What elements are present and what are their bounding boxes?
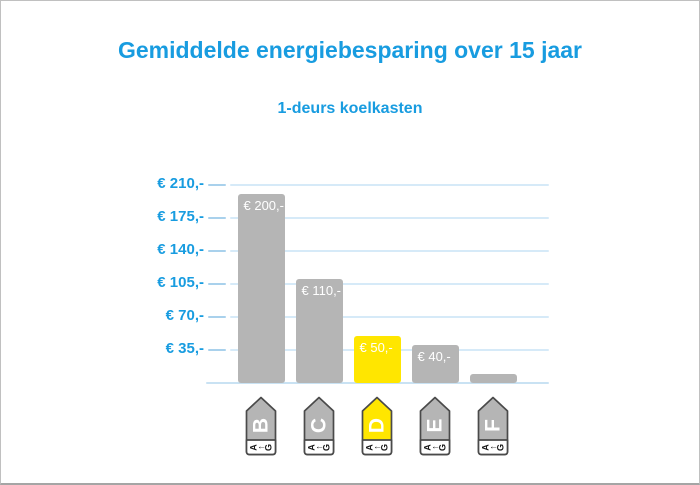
energy-class-letter: B	[250, 418, 273, 433]
energy-scale-band	[245, 439, 277, 456]
y-axis-tick	[208, 250, 226, 252]
y-tick-label: € 105,-	[157, 274, 204, 291]
energy-label-icon-F: F A↑G	[477, 396, 509, 456]
energy-scale-band	[477, 439, 509, 456]
gridline	[230, 184, 549, 186]
gridline	[230, 316, 549, 318]
bar-D: € 50,-	[353, 335, 401, 383]
bar-C: € 110,-	[295, 279, 343, 383]
bar-value-label: € 200,-	[243, 198, 284, 214]
energy-label-icon-E: E A↑G	[419, 396, 451, 456]
scale-letter-glyph: G	[264, 444, 274, 451]
energy-class-letter: F	[482, 419, 505, 432]
energy-label-icon-B: B A↑G	[245, 396, 277, 456]
energy-class-letter: D	[366, 418, 389, 433]
energy-class-letter: E	[424, 418, 447, 432]
scale-letter-glyph: G	[438, 444, 448, 451]
energy-scale-band	[419, 439, 451, 456]
scale-letter-glyph: A	[365, 444, 375, 451]
energy-label-icon-C: C A↑G	[303, 396, 335, 456]
scale-letter-glyph: A	[423, 444, 433, 451]
gridline	[230, 250, 549, 252]
y-tick-label: € 175,-	[157, 208, 204, 225]
y-tick-label: € 140,-	[157, 241, 204, 258]
scale-arrow-glyph: ↑	[314, 445, 324, 450]
scale-letter-glyph: G	[380, 444, 390, 451]
scale-arrow-glyph: ↑	[488, 445, 498, 450]
y-axis-tick	[208, 184, 226, 186]
scale-arrow-glyph: ↑	[430, 445, 440, 450]
gridline	[230, 283, 549, 285]
energy-class-letter: C	[308, 418, 331, 433]
scale-letter-glyph: A	[481, 444, 491, 451]
scale-arrow-glyph: ↑	[372, 445, 382, 450]
scale-letter-glyph: G	[496, 444, 506, 451]
scale-letter-glyph: A	[249, 444, 259, 451]
y-axis-tick	[208, 283, 226, 285]
y-tick-label: € 210,-	[157, 175, 204, 192]
y-axis-tick	[208, 349, 226, 351]
energy-scale-band	[361, 439, 393, 456]
y-tick-label: € 70,-	[165, 307, 204, 324]
bar-value-label: € 110,-	[301, 283, 342, 299]
page-subtitle: 1-deurs koelkasten	[277, 100, 423, 117]
gridline	[230, 217, 549, 219]
y-tick-label: € 35,-	[165, 340, 204, 357]
y-axis-tick	[208, 217, 226, 219]
bar-value-label: € 40,-	[417, 349, 451, 365]
bar-value-label: € 50,-	[359, 339, 393, 355]
bar-B: € 200,-	[237, 194, 285, 383]
energy-label-icon-D: D A↑G	[361, 396, 393, 456]
page-title: Gemiddelde energiebesparing over 15 jaar	[117, 37, 583, 63]
bar-F	[469, 373, 517, 383]
scale-letter-glyph: A	[307, 444, 317, 451]
scale-letter-glyph: G	[322, 444, 332, 451]
scale-arrow-glyph: ↑	[256, 445, 266, 450]
energy-scale-band	[303, 439, 335, 456]
y-axis-tick	[208, 316, 226, 318]
x-axis-line	[206, 382, 549, 384]
bar-E: € 40,-	[411, 345, 459, 383]
